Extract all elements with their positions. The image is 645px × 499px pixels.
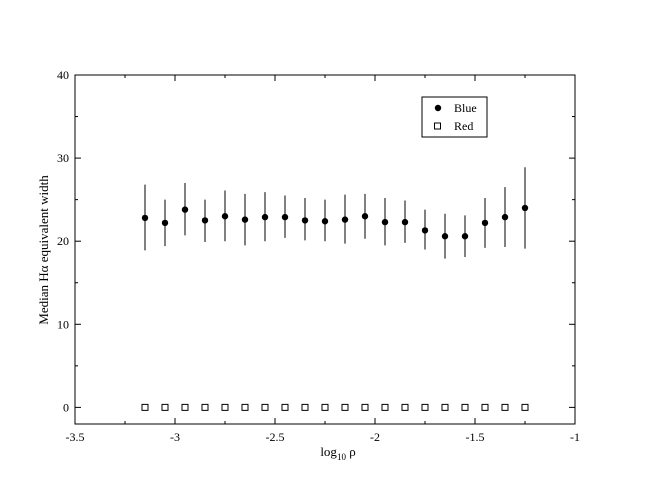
red-data-point	[381, 403, 389, 411]
red-data-point	[441, 403, 449, 411]
legend: Blue Red	[421, 96, 488, 138]
blue-data-point	[161, 219, 169, 227]
data-series	[141, 167, 529, 411]
x-tick-label: -2.5	[266, 430, 285, 444]
red-data-point	[501, 403, 509, 411]
legend-label-red: Red	[454, 119, 473, 133]
red-data-point	[481, 403, 489, 411]
red-data-point	[261, 403, 269, 411]
blue-data-point	[341, 216, 349, 223]
blue-data-point	[141, 214, 149, 222]
red-data-point	[201, 403, 209, 411]
blue-data-point	[381, 218, 389, 226]
plot-area-frame	[74, 74, 576, 425]
x-axis: -3.5 -3 -2.5 -2 -1.5 -1	[66, 75, 580, 444]
legend-marker-red	[434, 122, 441, 130]
blue-data-point	[281, 213, 289, 221]
blue-data-point	[481, 219, 489, 227]
blue-data-point	[301, 217, 309, 224]
legend-label-blue: Blue	[454, 101, 477, 115]
blue-data-point	[421, 227, 429, 234]
y-tick-label: 0	[63, 400, 69, 414]
red-data-point	[421, 403, 429, 411]
x-tick-label: -1.5	[466, 430, 485, 444]
x-tick-label: -3.5	[66, 430, 85, 444]
blue-data-point	[521, 204, 529, 212]
y-axis: 0 10 20 30 40	[57, 68, 575, 414]
blue-data-point	[201, 217, 209, 224]
red-data-point	[521, 403, 529, 411]
red-data-point	[321, 403, 329, 411]
x-tick-label: -2	[370, 430, 380, 444]
red-data-point	[461, 403, 469, 411]
x-tick-label: -3	[170, 430, 180, 444]
blue-data-point	[221, 213, 229, 220]
y-tick-label: 40	[57, 68, 69, 82]
red-data-point	[281, 403, 289, 411]
red-data-point	[361, 403, 369, 411]
red-data-point	[221, 403, 229, 411]
blue-data-point	[441, 233, 449, 240]
y-tick-label: 10	[57, 317, 69, 331]
y-tick-label: 20	[57, 234, 69, 248]
blue-data-point	[261, 213, 269, 221]
red-data-point	[241, 403, 249, 411]
red-data-point	[141, 403, 149, 411]
blue-data-point	[181, 206, 189, 213]
y-tick-label: 30	[57, 151, 69, 165]
blue-data-point	[241, 216, 249, 223]
blue-data-point	[321, 218, 329, 225]
legend-box	[421, 96, 488, 138]
x-tick-label: -1	[570, 430, 580, 444]
blue-data-point	[401, 218, 409, 226]
red-data-point	[301, 403, 309, 411]
blue-data-point	[361, 213, 369, 220]
legend-marker-blue	[434, 104, 442, 112]
red-data-point	[341, 403, 349, 411]
red-data-point	[161, 403, 169, 411]
y-axis-title: Median Hα equivalent width	[36, 175, 51, 325]
x-axis-title: log10 ρ	[320, 444, 355, 462]
blue-data-point	[461, 233, 469, 240]
red-data-point	[181, 403, 189, 411]
blue-data-point	[501, 213, 509, 221]
red-data-point	[401, 403, 409, 411]
